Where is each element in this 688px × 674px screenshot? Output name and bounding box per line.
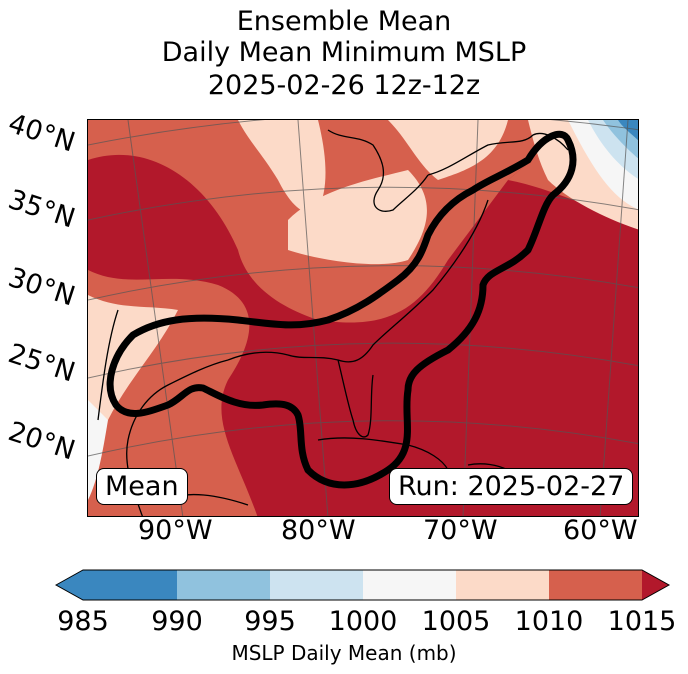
colorbar-tick-1000: 1000 — [328, 606, 398, 637]
parallel-40 — [88, 120, 638, 146]
meridian-60 — [599, 120, 629, 516]
lat-label-35: 35°N — [4, 184, 79, 235]
colorbar-label: MSLP Daily Mean (mb) — [231, 641, 457, 665]
field-1000-w — [88, 400, 108, 500]
mexico-coast — [97, 309, 119, 421]
parallel-35 — [88, 186, 638, 221]
colorbar-arrow-high — [642, 570, 669, 600]
parallel-30 — [88, 265, 638, 301]
lat-label-30: 30°N — [4, 262, 79, 313]
parallel-20 — [88, 420, 638, 457]
colorbar-segment-990 — [177, 570, 270, 600]
colorbar-tick-1005: 1005 — [421, 606, 491, 637]
parallel-25 — [88, 342, 638, 379]
lon-label-90: 90°W — [138, 515, 213, 546]
field-1005-b — [288, 170, 427, 265]
colorbar-tick-1010: 1010 — [514, 606, 584, 637]
meridian-90 — [127, 120, 184, 516]
field-1005-c — [388, 120, 508, 180]
lat-label-40: 40°N — [4, 108, 79, 159]
great-lakes — [327, 129, 429, 212]
colorbar-tick-995: 995 — [244, 606, 296, 637]
mean-label: Mean — [96, 468, 188, 505]
meridian-80 — [297, 120, 329, 516]
run-label: Run: 2025-02-27 — [389, 468, 634, 505]
lat-label-25: 25°N — [4, 338, 79, 389]
mean-contour — [106, 130, 577, 489]
colorbar-segment-985 — [83, 570, 177, 600]
lon-label-60: 60°W — [563, 515, 638, 546]
lat-label-20: 20°N — [4, 416, 79, 467]
map-svg — [88, 120, 638, 516]
lon-label-80: 80°W — [281, 515, 356, 546]
colorbar-tick-1015: 1015 — [607, 606, 677, 637]
title-line-1: Ensemble Mean — [236, 6, 452, 37]
colorbar-arrow-low — [56, 570, 83, 600]
se-coast — [227, 199, 489, 363]
colorbar — [54, 569, 671, 601]
colorbar-segment-995 — [270, 570, 363, 600]
graticule — [88, 120, 638, 516]
lon-label-70: 70°W — [423, 515, 498, 546]
colorbar-segment-1010 — [549, 570, 642, 600]
title-line-3: 2025-02-26 12z-12z — [207, 70, 481, 101]
map-panel — [87, 119, 639, 517]
florida — [337, 359, 374, 438]
colorbar-outline — [54, 569, 671, 601]
colorbar-tick-985: 985 — [57, 606, 109, 637]
field-985-ne — [618, 120, 638, 141]
colorbar-segment-1000 — [363, 570, 456, 600]
colorbar-tick-990: 990 — [151, 606, 203, 637]
colorbar-segment-1005 — [456, 570, 549, 600]
title-line-2: Daily Mean Minimum MSLP — [161, 37, 527, 68]
